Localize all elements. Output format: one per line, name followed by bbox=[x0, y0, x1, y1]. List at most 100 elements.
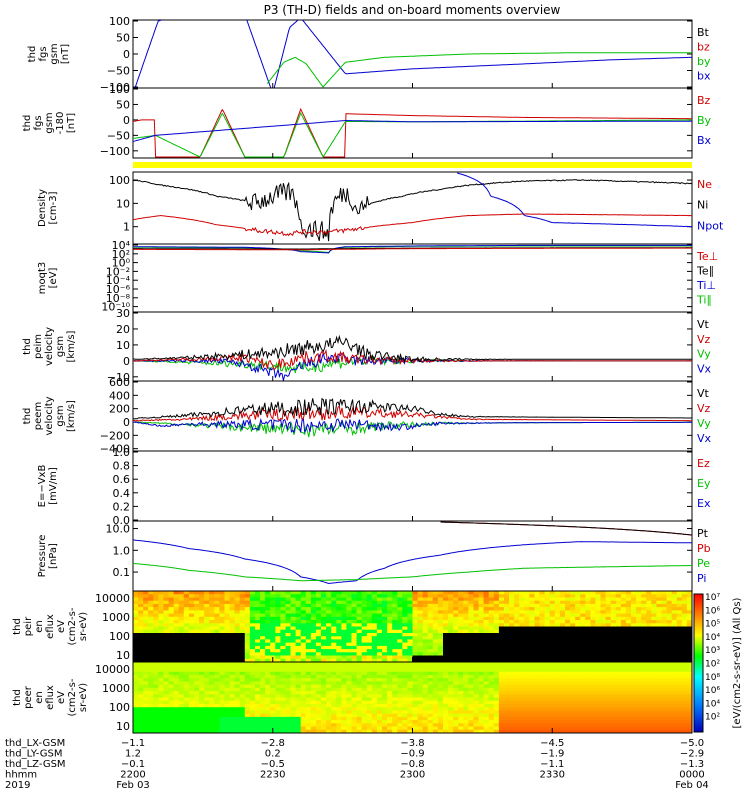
panel-10: 10000 1000 100 10 thd peer en eflux eV (cm2-s-sr-… bbox=[12, 661, 693, 734]
legend-entry: Pt bbox=[697, 527, 709, 540]
x-axis-value: 2330 bbox=[540, 770, 565, 781]
x-axis-value: −1.1 bbox=[540, 759, 564, 770]
y-axis-label: [cm-3] bbox=[48, 191, 59, 224]
y-axis-label: thd bbox=[12, 689, 23, 706]
figure-title: P3 (TH-D) fields and on-board moments ov… bbox=[264, 3, 561, 17]
series-line-Pb bbox=[440, 521, 692, 536]
y-axis-label: (cm2-s- bbox=[67, 607, 78, 645]
series-line-Pt bbox=[440, 521, 692, 536]
y-tick-label: 0.4 bbox=[113, 487, 131, 500]
y-tick-label: −100 bbox=[100, 81, 130, 94]
y-tick-label: 10000 bbox=[95, 663, 130, 676]
y-tick-label: 10 bbox=[116, 649, 130, 662]
panel-8: 10.0 1.0 0.1 Pressure [nPa] Pt Pb Pe Pi bbox=[37, 520, 711, 592]
y-axis-label: [eV] bbox=[48, 268, 59, 289]
legend-entry: Pb bbox=[697, 542, 711, 555]
legend-entry: Ti∥ bbox=[696, 294, 712, 307]
legend-entry: by bbox=[697, 55, 711, 68]
y-tick-label: 10⁻⁴ bbox=[106, 274, 131, 287]
y-tick-label: 10 bbox=[116, 720, 130, 733]
y-axis-label: fgs bbox=[38, 46, 49, 61]
legend-entry: Npot bbox=[697, 219, 724, 232]
y-tick-label: 10⁻² bbox=[106, 265, 130, 278]
y-tick-label: 0.0 bbox=[113, 514, 131, 527]
legend-entry: Te∥ bbox=[696, 265, 714, 278]
y-axis-label: [nPa] bbox=[48, 543, 59, 569]
x-axis-value: −3.8 bbox=[400, 738, 424, 749]
colorbar-label: [eV/(cm2-s-sr-eV)] (All Qs) bbox=[732, 597, 743, 728]
legend-entry: Ni bbox=[697, 199, 708, 212]
x-axis-value: 1.2 bbox=[125, 749, 141, 760]
y-tick-label: −10 bbox=[107, 371, 130, 384]
y-axis-label: fgs bbox=[33, 115, 44, 130]
y-tick-label: 1000 bbox=[102, 611, 130, 624]
y-tick-label: 0.2 bbox=[113, 500, 131, 513]
panel-frame bbox=[132, 19, 693, 89]
y-axis-label: eflux bbox=[45, 685, 56, 710]
y-tick-label: 100 bbox=[109, 630, 130, 643]
y-axis-label: [nT] bbox=[60, 44, 71, 64]
legend-entry: bz bbox=[697, 41, 710, 54]
x-axis-value: −1.1 bbox=[121, 738, 145, 749]
legend-entry: Vy bbox=[697, 417, 711, 430]
y-tick-label: −200 bbox=[100, 429, 130, 442]
series-line-Bz bbox=[133, 107, 692, 158]
y-axis-label: peim bbox=[33, 334, 44, 359]
y-axis-label: sr-eV) bbox=[78, 683, 89, 712]
legend-entry: Bz bbox=[697, 94, 711, 107]
y-tick-label: 0 bbox=[123, 48, 130, 61]
y-axis-label: sr-eV) bbox=[78, 612, 89, 641]
y-axis-label: velocity bbox=[44, 396, 55, 435]
legend-entry: Vz bbox=[697, 402, 711, 415]
y-axis-label: thd bbox=[22, 115, 33, 132]
panel-2: 100 50 0 −50 −100 thd fgs gsm -180 [nT] Bz By Bx bbox=[22, 83, 712, 159]
y-tick-label: 20 bbox=[116, 323, 130, 336]
y-axis-label: -180 bbox=[55, 112, 66, 135]
y-tick-label: 1 bbox=[123, 221, 130, 234]
series-line-Vz bbox=[133, 404, 692, 422]
y-axis-label: (cm2-s- bbox=[67, 678, 78, 716]
series-line-Vx bbox=[133, 417, 692, 434]
y-axis-label: Pressure bbox=[37, 535, 48, 578]
legend-entry: Ne bbox=[697, 178, 712, 191]
legend-entry: Ez bbox=[697, 457, 710, 470]
colorbar-tick-label: 10⁸ bbox=[705, 673, 720, 683]
series-line-Ni bbox=[133, 179, 692, 242]
x-axis-value: 0000 bbox=[679, 770, 704, 781]
y-axis-label: peir bbox=[23, 616, 34, 636]
legend-entry: Vz bbox=[697, 333, 711, 346]
colorbar-tick-label: 10⁴ bbox=[705, 633, 720, 643]
legend-entry: By bbox=[697, 114, 712, 127]
y-tick-label: 100 bbox=[109, 174, 130, 187]
x-axis-value: Feb 04 bbox=[675, 780, 709, 791]
colorbar: 10⁷ 10⁶ 10⁵ 10⁴ 10³ 10² 10⁸ 10⁶ 10⁴ 10² [eV/(cm2-s… bbox=[693, 593, 743, 733]
y-tick-label: −50 bbox=[107, 129, 130, 142]
legend-entry: Ey bbox=[697, 477, 711, 490]
series-line-By bbox=[133, 111, 692, 158]
y-tick-label: 10⁴ bbox=[112, 239, 131, 252]
x-axis-value: −1.9 bbox=[540, 749, 564, 760]
series-line-Te⊥ bbox=[133, 247, 692, 251]
x-axis-value: 0.2 bbox=[265, 749, 281, 760]
series-line-Pi bbox=[133, 539, 692, 585]
legend-entry: Vx bbox=[697, 362, 712, 375]
y-tick-label: 10⁻⁶ bbox=[106, 283, 131, 296]
y-tick-label: 10000 bbox=[95, 592, 130, 605]
y-axis-label: gsm bbox=[44, 112, 55, 133]
legend-entry: Ex bbox=[697, 497, 711, 510]
y-axis-label: gsm bbox=[55, 405, 66, 426]
y-tick-label: 0 bbox=[123, 114, 130, 127]
y-axis-label: eV bbox=[56, 620, 67, 633]
y-tick-label: −100 bbox=[100, 145, 130, 158]
y-tick-label: 10 bbox=[116, 339, 130, 352]
y-tick-label: 0 bbox=[123, 355, 130, 368]
x-axis-value: Feb 03 bbox=[116, 780, 150, 791]
panel-frame bbox=[132, 450, 693, 522]
panel-3: 100 10 1 Density [cm-3] Ne Ni Npot bbox=[37, 171, 724, 245]
legend-entry: Vt bbox=[697, 387, 710, 400]
series-line-Vt bbox=[133, 334, 692, 363]
y-tick-label: 10⁰ bbox=[112, 257, 131, 270]
